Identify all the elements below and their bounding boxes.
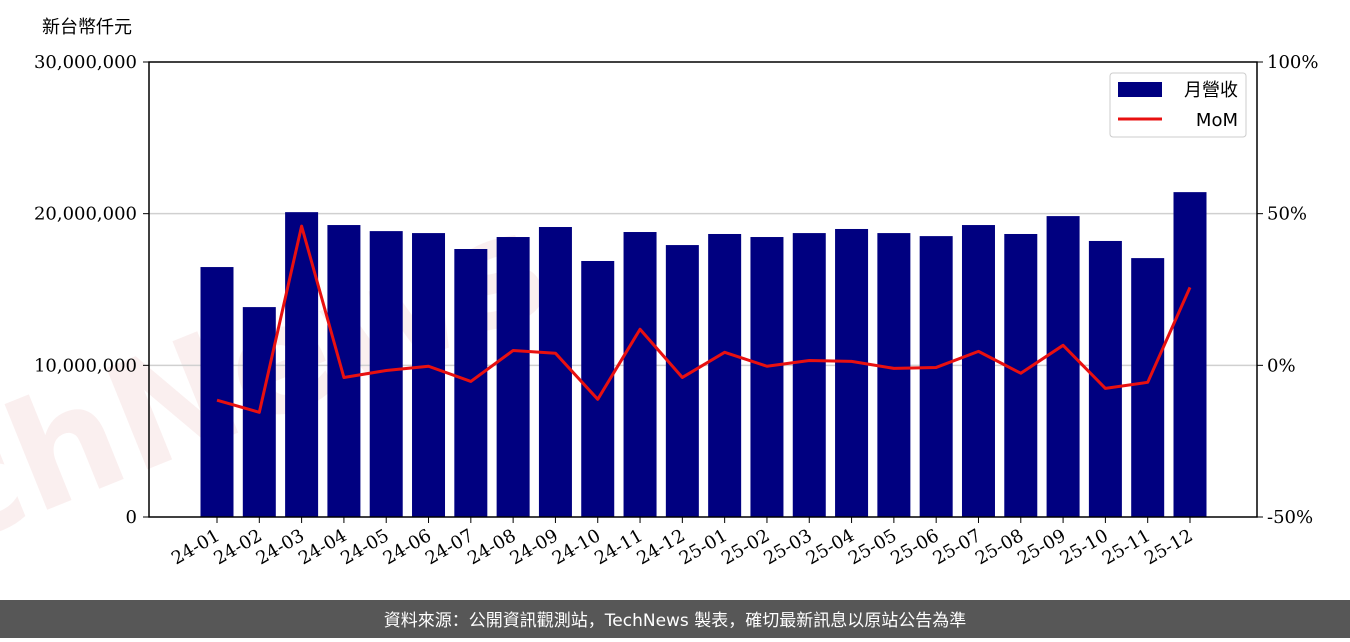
- bar: [1173, 192, 1207, 517]
- bar: [750, 237, 784, 518]
- bar: [1088, 240, 1122, 517]
- legend-label: MoM: [1196, 110, 1238, 131]
- plot-frame: [148, 61, 1258, 518]
- y-tick-label: 30,000,000: [34, 52, 137, 73]
- legend: 月營收 MoM: [1109, 72, 1247, 138]
- x-tick-label: 25-12: [1141, 525, 1196, 569]
- bar: [835, 228, 869, 518]
- footer-text: 資料來源：公開資訊觀測站，TechNews 製表，確切最新訊息以原站公告為準: [384, 611, 966, 631]
- bar: [285, 212, 319, 517]
- bar: [623, 232, 657, 518]
- bar: [369, 231, 403, 517]
- bar: [454, 249, 488, 517]
- bar: [1046, 216, 1080, 518]
- y-axis-label: 新台幣仟元: [42, 17, 132, 38]
- bar: [538, 227, 572, 517]
- legend-label: 月營收: [1184, 80, 1238, 101]
- bar: [200, 267, 234, 517]
- bar: [581, 260, 615, 517]
- line: [216, 224, 1192, 414]
- bar: [1131, 258, 1165, 517]
- bar: [665, 245, 699, 518]
- bar: [877, 233, 911, 517]
- bar: [1004, 233, 1038, 518]
- bar: [919, 236, 953, 517]
- y2-tick-label: 0%: [1267, 355, 1296, 376]
- bar: [327, 225, 361, 517]
- y2-tick-label: 100%: [1267, 52, 1318, 73]
- y2-tick-label: 50%: [1267, 204, 1307, 225]
- bar: [961, 225, 995, 517]
- bar: [792, 233, 826, 517]
- y-tick-label: 10,000,000: [34, 355, 137, 376]
- bar: [708, 233, 742, 518]
- y2-tick-label: -50%: [1267, 507, 1313, 528]
- y-tick-label: 0: [126, 507, 137, 528]
- legend-swatch: [1118, 82, 1162, 97]
- footer-bar: [0, 600, 1350, 638]
- y-tick-label: 20,000,000: [34, 204, 137, 225]
- bar: [496, 237, 530, 518]
- bar: [412, 233, 446, 517]
